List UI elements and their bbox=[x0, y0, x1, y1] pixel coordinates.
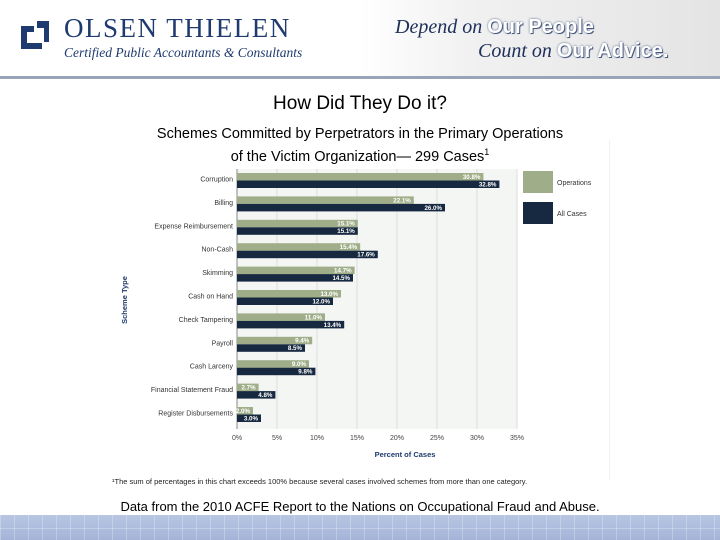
category-label: Non-Cash bbox=[201, 247, 233, 254]
tagline-line-2: Count on Our Advice. bbox=[478, 40, 668, 63]
bar-operations bbox=[237, 313, 325, 321]
bar-all-cases bbox=[237, 391, 276, 399]
bar-all-cases bbox=[237, 414, 261, 422]
data-label: 9.8% bbox=[298, 369, 313, 376]
category-label: Cash Larceny bbox=[190, 364, 234, 371]
bar-all-cases bbox=[237, 367, 316, 376]
category-label: Corruption bbox=[200, 177, 233, 184]
data-label: 14.5% bbox=[332, 275, 350, 282]
tagline-1-prefix: Depend on bbox=[395, 16, 483, 38]
data-label: 14.7% bbox=[334, 268, 352, 275]
bar-all-cases bbox=[237, 203, 445, 212]
tagline-panel bbox=[360, 0, 720, 76]
data-label: 15.1% bbox=[337, 228, 355, 235]
bar-operations bbox=[237, 219, 358, 228]
bar-all-cases bbox=[237, 344, 305, 352]
category-label: Expense Reimbursement bbox=[154, 223, 233, 230]
data-label: 3.0% bbox=[244, 415, 259, 422]
brand-subtitle: Certified Public Accountants & Consultan… bbox=[64, 45, 303, 60]
tagline-2-prefix: Count on bbox=[478, 40, 552, 62]
data-label: 4.8% bbox=[258, 392, 273, 399]
data-label: 15.1% bbox=[337, 221, 355, 228]
x-tick-label: 35% bbox=[510, 435, 524, 442]
data-source: Data from the 2010 ACFE Report to the Na… bbox=[120, 499, 600, 514]
bar-operations bbox=[237, 243, 361, 251]
data-label: 9.0% bbox=[292, 361, 307, 368]
brand-name: OLSEN THIELEN bbox=[64, 13, 291, 43]
x-tick-label: 15% bbox=[350, 435, 364, 442]
data-label: 8.5% bbox=[288, 345, 303, 352]
subtitle-line-1: Schemes Committed by Perpetrators in the… bbox=[156, 126, 564, 142]
tagline-line-1: Depend on Our People bbox=[395, 16, 594, 39]
data-label: 12.0% bbox=[312, 298, 330, 305]
category-label: Check Tampering bbox=[179, 317, 233, 324]
data-label: 17.6% bbox=[357, 252, 375, 259]
footnote-marker: 1 bbox=[484, 147, 490, 157]
background-decoration bbox=[609, 140, 720, 480]
bar-all-cases bbox=[237, 320, 345, 329]
bar-all-cases bbox=[237, 297, 333, 305]
page-title: How Did They Do it? bbox=[273, 93, 447, 114]
chart-subtitle: Schemes Committed by Perpetrators in the… bbox=[60, 125, 660, 166]
bar-operations bbox=[237, 407, 253, 415]
data-label: 2.0% bbox=[236, 408, 251, 415]
legend-swatch bbox=[523, 171, 553, 193]
data-label: 32.8% bbox=[479, 181, 497, 188]
data-label: 13.0% bbox=[320, 291, 338, 298]
legend-label: All Cases bbox=[557, 211, 587, 218]
legend-swatch bbox=[523, 202, 553, 224]
bar-operations bbox=[237, 383, 259, 392]
category-label: Payroll bbox=[212, 340, 234, 347]
data-label: 26.0% bbox=[424, 205, 442, 212]
x-tick-label: 5% bbox=[272, 435, 282, 442]
x-tick-label: 10% bbox=[310, 435, 324, 442]
x-tick-label: 0% bbox=[232, 435, 242, 442]
data-label: 9.4% bbox=[295, 338, 310, 345]
bar-operations bbox=[237, 336, 313, 345]
bar-chart: 0% 5% 10% 15% 20% 25% 30% 35% Corruption 30.8%32.… bbox=[120, 169, 592, 459]
data-label: 30.8% bbox=[463, 174, 481, 181]
footer-bar bbox=[0, 515, 720, 540]
category-label: Financial Statement Fraud bbox=[151, 387, 233, 394]
data-label: 13.4% bbox=[324, 322, 342, 329]
bar-operations bbox=[237, 290, 341, 298]
category-label: Cash on Hand bbox=[188, 294, 233, 301]
category-label: Register Disbursements bbox=[158, 411, 233, 418]
tagline-2-emphasis: Our Advice. bbox=[556, 40, 669, 62]
legend-label: Operations bbox=[557, 180, 592, 187]
bar-operations bbox=[237, 360, 309, 368]
data-label: 15.4% bbox=[340, 244, 358, 251]
footnote: ¹The sum of percentages in this chart ex… bbox=[112, 477, 528, 486]
x-axis-title: Percent of Cases bbox=[375, 450, 436, 459]
category-label: Billing bbox=[214, 200, 233, 207]
data-label: 2.7% bbox=[241, 385, 256, 392]
data-label: 11.0% bbox=[305, 314, 323, 321]
tagline-1-emphasis: Our People bbox=[487, 16, 594, 38]
subtitle-line-2: of the Victim Organization— 299 Cases1 bbox=[60, 143, 660, 166]
x-tick-label: 20% bbox=[390, 435, 404, 442]
bar-all-cases bbox=[237, 250, 378, 259]
subtitle-line-2-text: of the Victim Organization— 299 Cases bbox=[230, 148, 485, 165]
bar-all-cases bbox=[237, 180, 500, 188]
header-divider bbox=[0, 76, 720, 79]
bar-operations bbox=[237, 196, 414, 204]
bar-all-cases bbox=[237, 227, 358, 235]
bar-operations bbox=[237, 266, 355, 275]
bar-operations bbox=[237, 173, 484, 181]
category-label: Skimming bbox=[202, 270, 233, 277]
data-label: 22.1% bbox=[393, 197, 411, 204]
x-tick-label: 30% bbox=[470, 435, 484, 442]
header-bar: OLSEN THIELEN Certified Public Accountan… bbox=[0, 0, 720, 78]
y-axis-title: Scheme Type bbox=[120, 276, 129, 324]
bar-all-cases bbox=[237, 274, 353, 282]
x-tick-label: 25% bbox=[430, 435, 444, 442]
company-logo-icon bbox=[21, 21, 49, 49]
